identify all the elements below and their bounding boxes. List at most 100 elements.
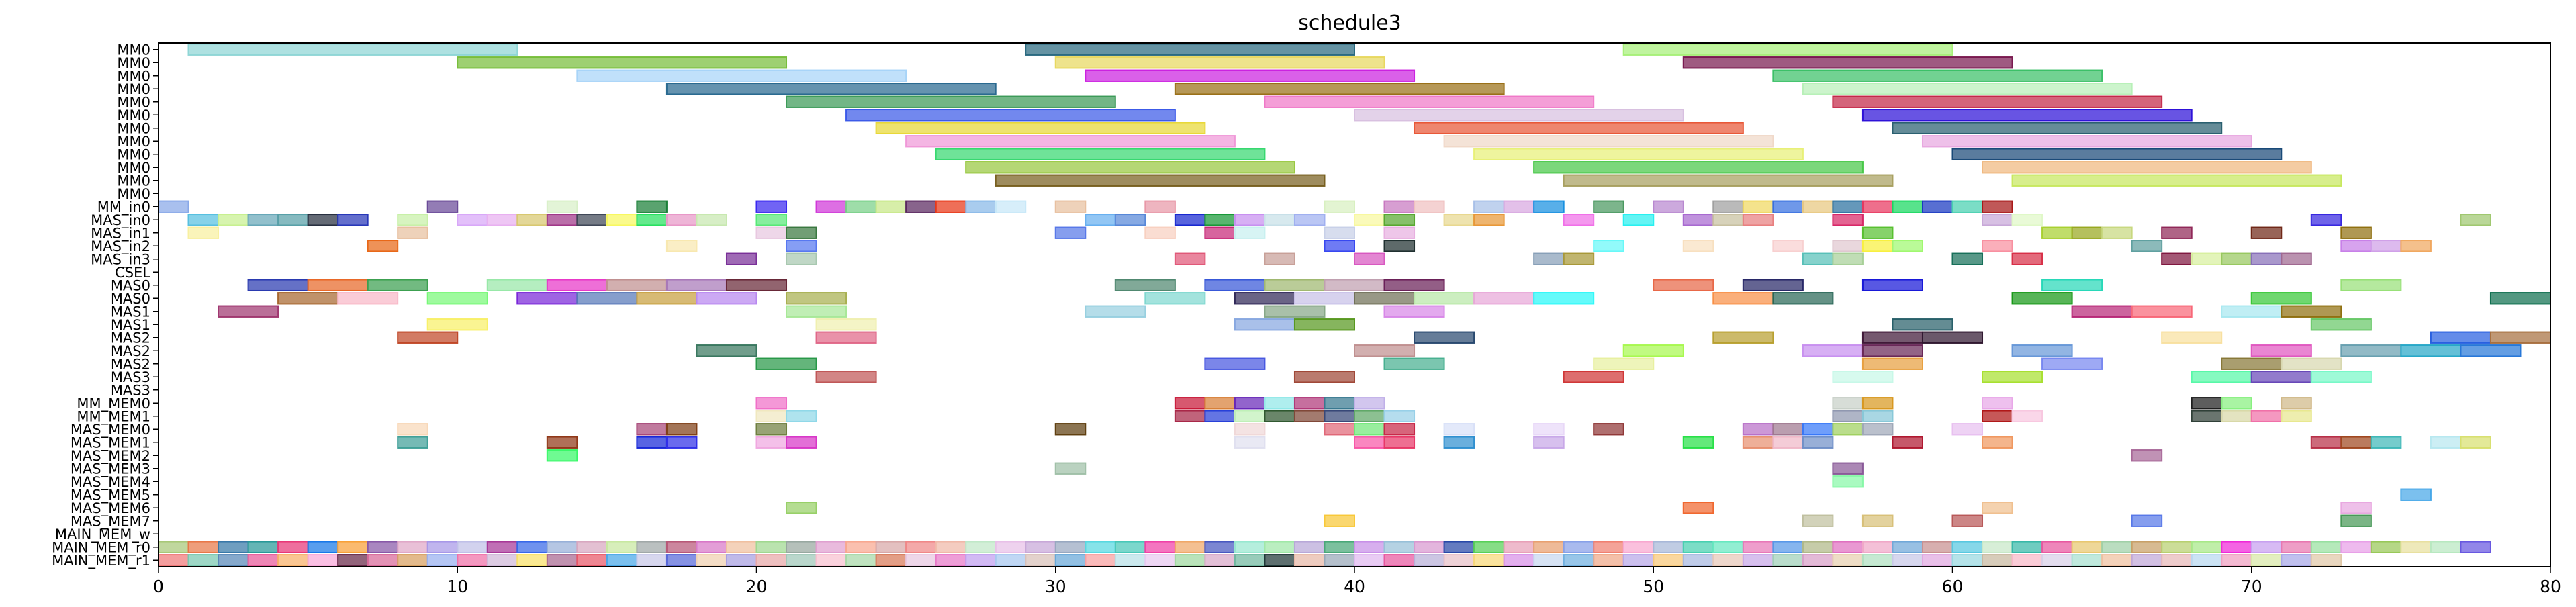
gantt-bar bbox=[636, 214, 668, 226]
gantt-bar bbox=[1712, 200, 1744, 213]
y-tick-label: MAS3 bbox=[111, 382, 150, 398]
gantt-bar bbox=[397, 436, 428, 449]
y-tick-label: MM0 bbox=[117, 134, 150, 150]
gantt-bar bbox=[218, 305, 279, 318]
gantt-bar bbox=[1861, 357, 1923, 370]
gantt-bar bbox=[636, 554, 668, 567]
gantt-bar bbox=[2011, 214, 2043, 226]
gantt-bar bbox=[755, 554, 788, 567]
gantt-bar bbox=[905, 200, 937, 213]
gantt-bar bbox=[1772, 200, 1804, 213]
gantt-bar bbox=[546, 554, 578, 567]
gantt-bar bbox=[1443, 135, 1774, 148]
gantt-bar bbox=[965, 161, 1295, 174]
gantt-bar bbox=[158, 554, 189, 567]
gantt-bar bbox=[875, 554, 907, 567]
gantt-bar bbox=[516, 292, 578, 305]
gantt-bar bbox=[1982, 410, 2013, 422]
gantt-bar bbox=[2340, 240, 2372, 252]
gantt-bar bbox=[1622, 554, 1655, 567]
gantt-bar bbox=[2310, 554, 2342, 567]
y-tick-label: MM0 bbox=[117, 173, 150, 189]
gantt-bar bbox=[1682, 56, 2013, 69]
gantt-bar bbox=[2250, 541, 2283, 553]
gantt-bar bbox=[2041, 554, 2073, 567]
gantt-bar bbox=[457, 554, 488, 567]
gantt-bar bbox=[1861, 514, 1894, 527]
gantt-bar bbox=[755, 541, 788, 553]
gantt-bar bbox=[1951, 200, 1984, 213]
gantt-bar bbox=[815, 541, 847, 553]
y-tick-label: MAS_in2 bbox=[91, 238, 150, 255]
gantt-bar bbox=[2221, 397, 2252, 410]
y-tick-label: MAS1 bbox=[111, 317, 150, 333]
y-tick-label: MAS_MEM7 bbox=[71, 513, 150, 530]
gantt-bar bbox=[2430, 331, 2491, 344]
plot-frame bbox=[158, 42, 2551, 567]
gantt-bar bbox=[2071, 541, 2103, 553]
gantt-bar bbox=[2310, 436, 2342, 449]
gantt-bar bbox=[1473, 200, 1505, 213]
gantt-bar bbox=[307, 214, 339, 226]
gantt-bar bbox=[786, 436, 817, 449]
gantt-bar bbox=[1892, 200, 1923, 213]
gantt-bar bbox=[1174, 554, 1206, 567]
gantt-bar bbox=[1114, 541, 1146, 553]
gantt-bar bbox=[1293, 397, 1326, 410]
gantt-bar bbox=[2191, 397, 2223, 410]
gantt-bar bbox=[2011, 344, 2073, 357]
gantt-bar bbox=[1982, 554, 2013, 567]
gantt-bar bbox=[1144, 541, 1176, 553]
gantt-bar bbox=[1383, 357, 1445, 370]
gantt-bar bbox=[815, 554, 847, 567]
gantt-bar bbox=[1204, 397, 1236, 410]
y-tick-label: MM0 bbox=[117, 55, 150, 71]
gantt-bar bbox=[1174, 214, 1206, 226]
gantt-bar bbox=[1653, 279, 1714, 291]
y-tick-label: MAS_MEM2 bbox=[71, 448, 150, 465]
gantt-bar bbox=[755, 423, 788, 436]
gantt-bar bbox=[1025, 43, 1355, 56]
gantt-bar bbox=[2250, 344, 2312, 357]
gantt-bar bbox=[1921, 200, 1953, 213]
gantt-bar bbox=[187, 43, 518, 56]
gantt-bar bbox=[2281, 541, 2312, 553]
gantt-bar bbox=[1921, 135, 2252, 148]
gantt-bar bbox=[1772, 292, 1834, 305]
gantt-bar bbox=[1443, 423, 1475, 436]
y-tick-label: MAS_in0 bbox=[91, 212, 150, 229]
x-tick-label: 30 bbox=[1045, 577, 1066, 596]
gantt-bar bbox=[696, 344, 757, 357]
gantt-bar bbox=[1861, 279, 1923, 291]
gantt-bar bbox=[1682, 214, 1714, 226]
gantt-bar bbox=[2400, 344, 2462, 357]
gantt-bar bbox=[606, 541, 638, 553]
y-tick-label: MM0 bbox=[117, 107, 150, 124]
y-tick-label: MAS_MEM6 bbox=[71, 500, 150, 517]
gantt-bar bbox=[1832, 541, 1864, 553]
gantt-bar bbox=[2011, 554, 2043, 567]
gantt-bar bbox=[1204, 541, 1236, 553]
gantt-bar bbox=[2161, 541, 2193, 553]
gantt-bar bbox=[516, 214, 548, 226]
gantt-bar bbox=[725, 279, 788, 291]
gantt-bar bbox=[965, 554, 997, 567]
gantt-bar bbox=[1324, 541, 1355, 553]
gantt-bar bbox=[1324, 200, 1355, 213]
gantt-bar bbox=[1324, 410, 1355, 422]
gantt-bar bbox=[1414, 331, 1475, 344]
gantt-bar bbox=[1861, 397, 1894, 410]
gantt-bar bbox=[277, 214, 309, 226]
gantt-bar bbox=[1892, 240, 1923, 252]
gantt-bar bbox=[1772, 541, 1804, 553]
gantt-bar bbox=[1802, 252, 1834, 265]
gantt-bar bbox=[1234, 292, 1295, 305]
gantt-bar bbox=[2430, 541, 2462, 553]
gantt-bar bbox=[2011, 252, 2043, 265]
gantt-bar bbox=[486, 279, 548, 291]
gantt-bar bbox=[995, 541, 1027, 553]
gantt-bar bbox=[1354, 252, 1385, 265]
gantt-bar bbox=[2281, 252, 2312, 265]
gantt-bar bbox=[845, 541, 877, 553]
gantt-bar bbox=[1802, 541, 1834, 553]
